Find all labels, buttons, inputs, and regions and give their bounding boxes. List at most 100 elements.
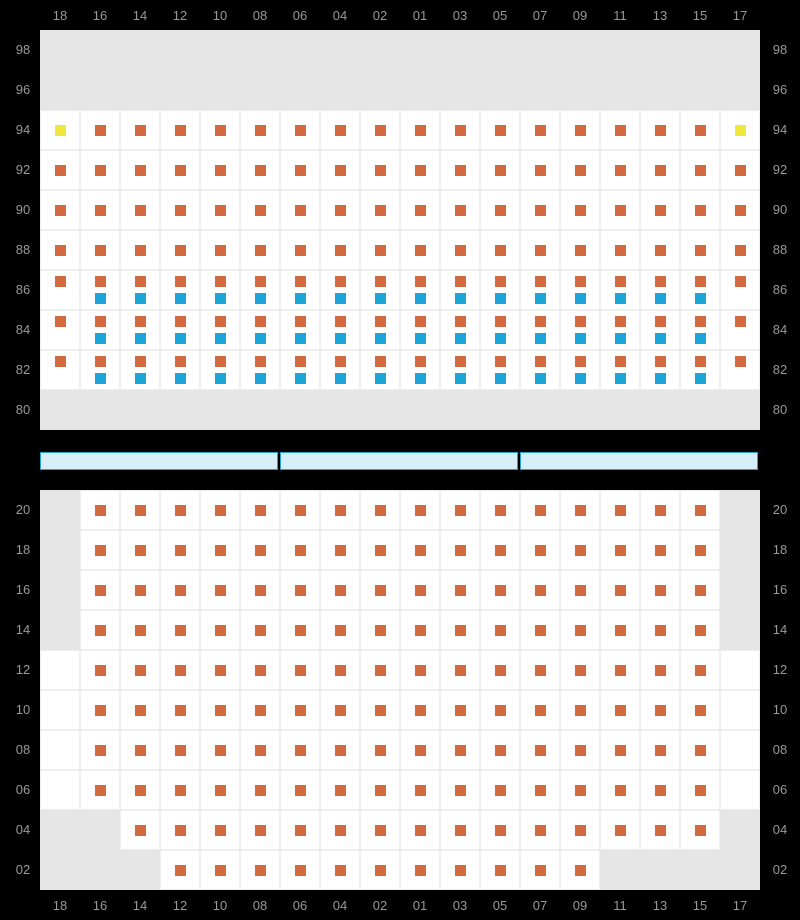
seat-marker-blue[interactable] — [495, 373, 506, 384]
seat-marker-orange[interactable] — [255, 665, 266, 676]
seat-marker-orange[interactable] — [735, 205, 746, 216]
seat-marker-orange[interactable] — [615, 545, 626, 556]
seat-marker-orange[interactable] — [615, 785, 626, 796]
seat-marker-orange[interactable] — [535, 865, 546, 876]
seat-marker-orange[interactable] — [215, 356, 226, 367]
seat-marker-blue[interactable] — [615, 333, 626, 344]
seat-marker-orange[interactable] — [575, 585, 586, 596]
seat-marker-orange[interactable] — [215, 276, 226, 287]
seat-marker-blue[interactable] — [175, 293, 186, 304]
seat-marker-orange[interactable] — [455, 545, 466, 556]
seat-marker-orange[interactable] — [655, 276, 666, 287]
seat-marker-orange[interactable] — [375, 625, 386, 636]
seat-marker-orange[interactable] — [575, 625, 586, 636]
seat-marker-orange[interactable] — [95, 205, 106, 216]
seat-marker-orange[interactable] — [415, 585, 426, 596]
seat-marker-orange[interactable] — [655, 545, 666, 556]
seat-marker-orange[interactable] — [655, 745, 666, 756]
seat-marker-orange[interactable] — [215, 205, 226, 216]
seat-marker-orange[interactable] — [575, 745, 586, 756]
seat-marker-orange[interactable] — [375, 825, 386, 836]
seat-marker-orange[interactable] — [415, 165, 426, 176]
seat-marker-blue[interactable] — [495, 293, 506, 304]
seat-marker-orange[interactable] — [135, 505, 146, 516]
seat-marker-orange[interactable] — [655, 245, 666, 256]
seat-marker-orange[interactable] — [575, 865, 586, 876]
seat-marker-orange[interactable] — [615, 276, 626, 287]
seat-marker-orange[interactable] — [535, 705, 546, 716]
seat-marker-blue[interactable] — [135, 373, 146, 384]
seat-marker-orange[interactable] — [295, 505, 306, 516]
seat-marker-orange[interactable] — [135, 785, 146, 796]
seat-marker-orange[interactable] — [215, 245, 226, 256]
seat-marker-orange[interactable] — [335, 625, 346, 636]
seat-marker-orange[interactable] — [135, 125, 146, 136]
seat-marker-orange[interactable] — [575, 125, 586, 136]
seat-marker-orange[interactable] — [255, 245, 266, 256]
seat-marker-orange[interactable] — [95, 545, 106, 556]
seat-marker-orange[interactable] — [695, 785, 706, 796]
seat-marker-orange[interactable] — [335, 356, 346, 367]
seat-marker-orange[interactable] — [255, 865, 266, 876]
seat-marker-orange[interactable] — [455, 825, 466, 836]
seat-marker-orange[interactable] — [615, 165, 626, 176]
seat-marker-orange[interactable] — [375, 545, 386, 556]
seat-marker-orange[interactable] — [455, 356, 466, 367]
seat-marker-orange[interactable] — [415, 276, 426, 287]
seat-marker-orange[interactable] — [615, 705, 626, 716]
seat-marker-orange[interactable] — [95, 125, 106, 136]
seat-cell[interactable] — [720, 770, 760, 810]
seat-marker-orange[interactable] — [335, 745, 346, 756]
seat-marker-orange[interactable] — [295, 865, 306, 876]
seat-marker-blue[interactable] — [375, 333, 386, 344]
seat-marker-orange[interactable] — [55, 276, 66, 287]
seat-marker-blue[interactable] — [295, 333, 306, 344]
seat-marker-orange[interactable] — [335, 785, 346, 796]
seat-marker-orange[interactable] — [335, 165, 346, 176]
seat-marker-orange[interactable] — [735, 245, 746, 256]
seat-marker-orange[interactable] — [535, 625, 546, 636]
seat-marker-orange[interactable] — [695, 545, 706, 556]
seat-marker-orange[interactable] — [615, 745, 626, 756]
seat-marker-orange[interactable] — [255, 825, 266, 836]
seat-marker-blue[interactable] — [375, 293, 386, 304]
seat-marker-blue[interactable] — [615, 293, 626, 304]
seat-marker-orange[interactable] — [695, 505, 706, 516]
seat-marker-orange[interactable] — [575, 316, 586, 327]
seat-marker-orange[interactable] — [95, 585, 106, 596]
seat-marker-orange[interactable] — [735, 356, 746, 367]
seat-marker-orange[interactable] — [695, 825, 706, 836]
seat-marker-orange[interactable] — [135, 825, 146, 836]
seat-marker-orange[interactable] — [455, 665, 466, 676]
seat-marker-orange[interactable] — [655, 705, 666, 716]
seat-marker-orange[interactable] — [415, 825, 426, 836]
seat-marker-orange[interactable] — [295, 165, 306, 176]
seat-marker-orange[interactable] — [495, 505, 506, 516]
seat-marker-orange[interactable] — [575, 825, 586, 836]
seat-marker-blue[interactable] — [535, 293, 546, 304]
seat-marker-orange[interactable] — [655, 785, 666, 796]
seat-marker-orange[interactable] — [255, 625, 266, 636]
seat-marker-orange[interactable] — [695, 625, 706, 636]
seat-marker-orange[interactable] — [255, 356, 266, 367]
seat-marker-orange[interactable] — [695, 356, 706, 367]
seat-marker-orange[interactable] — [535, 125, 546, 136]
seat-marker-orange[interactable] — [575, 356, 586, 367]
seat-marker-orange[interactable] — [735, 316, 746, 327]
seat-marker-orange[interactable] — [135, 665, 146, 676]
seat-marker-orange[interactable] — [335, 705, 346, 716]
seat-marker-orange[interactable] — [375, 356, 386, 367]
seat-marker-orange[interactable] — [55, 245, 66, 256]
seat-marker-orange[interactable] — [655, 665, 666, 676]
seat-marker-orange[interactable] — [175, 665, 186, 676]
seat-marker-blue[interactable] — [455, 293, 466, 304]
seat-marker-orange[interactable] — [495, 316, 506, 327]
seat-marker-orange[interactable] — [95, 785, 106, 796]
seat-marker-orange[interactable] — [135, 625, 146, 636]
seat-marker-orange[interactable] — [615, 625, 626, 636]
seat-marker-orange[interactable] — [695, 276, 706, 287]
seat-marker-orange[interactable] — [295, 205, 306, 216]
seat-marker-blue[interactable] — [175, 333, 186, 344]
seat-marker-orange[interactable] — [615, 505, 626, 516]
seat-marker-blue[interactable] — [415, 333, 426, 344]
